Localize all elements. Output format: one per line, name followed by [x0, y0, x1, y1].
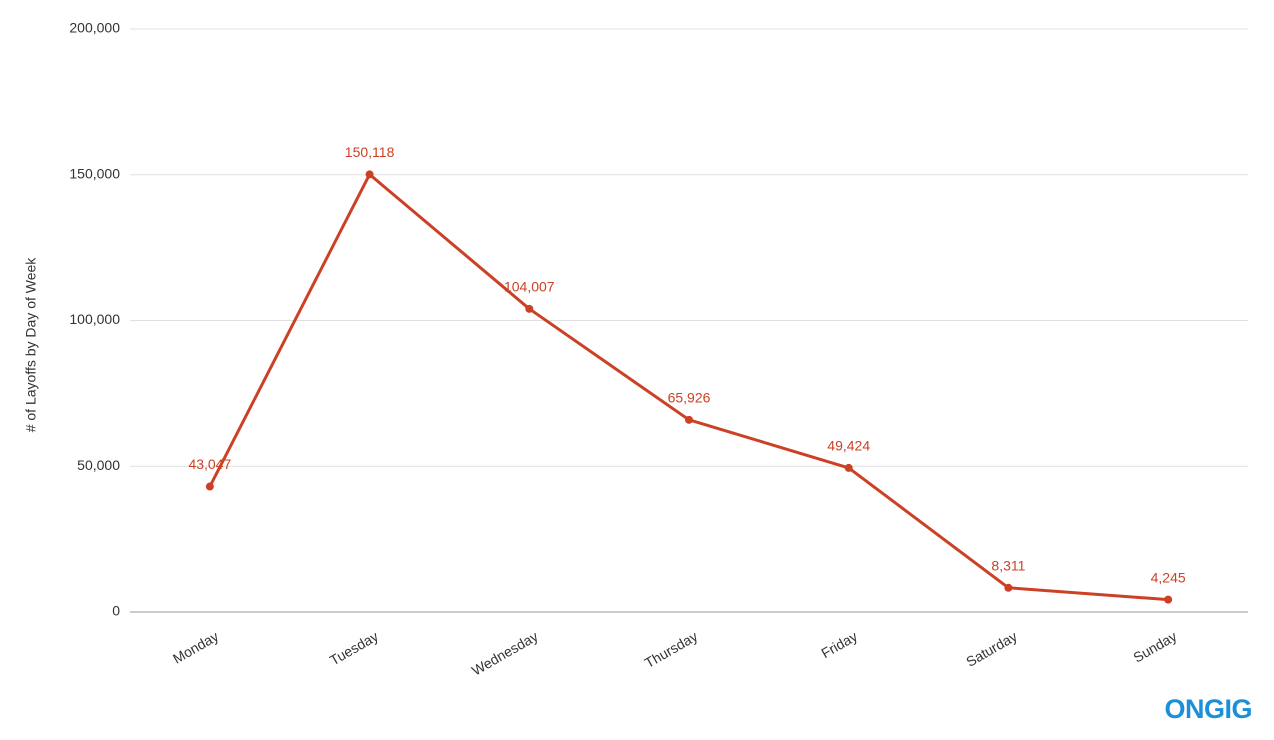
data-label: 43,047 [188, 456, 231, 472]
y-tick-label: 50,000 [77, 457, 120, 473]
data-label: 104,007 [504, 279, 555, 295]
y-tick-label: 0 [112, 603, 120, 619]
data-label: 150,118 [345, 144, 395, 160]
y-axis-label: # of Layoffs by Day of Week [23, 257, 39, 433]
data-label: 4,245 [1151, 569, 1186, 585]
x-tick-label: Wednesday [469, 628, 541, 679]
data-point [1164, 595, 1173, 604]
data-point [205, 482, 214, 491]
y-tick-label: 200,000 [69, 20, 120, 36]
x-tick-label: Sunday [1130, 628, 1179, 666]
x-tick-label: Saturday [963, 628, 1020, 670]
x-tick-label: Tuesday [327, 628, 381, 668]
data-point [365, 170, 374, 179]
x-tick-label: Friday [818, 628, 860, 661]
x-tick-label: Monday [170, 628, 221, 667]
x-tick-label: Thursday [642, 628, 701, 671]
data-line [208, 172, 1169, 602]
data-label: 65,926 [668, 390, 711, 406]
data-point [844, 463, 853, 472]
data-label: 49,424 [827, 438, 870, 454]
data-point [525, 304, 534, 313]
y-tick-label: 150,000 [69, 165, 120, 181]
data-point [1004, 583, 1013, 592]
logo: ONGIG [1164, 694, 1252, 724]
data-point [685, 415, 693, 424]
data-label: 8,311 [991, 557, 1025, 573]
y-tick-label: 100,000 [69, 311, 120, 327]
